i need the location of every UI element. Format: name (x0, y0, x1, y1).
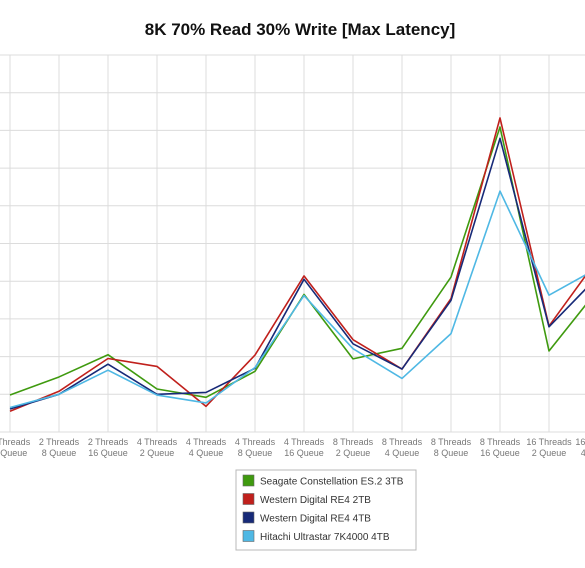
chart-legend: Seagate Constellation ES.2 3TB Western Di… (235, 469, 417, 551)
x-tick-label: 8 Threads 16 Queue (480, 437, 521, 458)
legend-swatch (242, 511, 255, 524)
x-tick-label: 16 Threads 2 Queue (526, 437, 572, 458)
series-line (9, 137, 585, 410)
legend-swatch (242, 530, 255, 542)
legend-label: Western Digital RE4 2TB (260, 495, 371, 506)
x-tick-label: 2 Threads 16 Queue (88, 437, 129, 458)
x-tick-label: 2 Threads 8 Queue (39, 437, 80, 458)
x-tick-label: 4 Threads 8 Queue (235, 437, 276, 458)
grid-layer (0, 54, 585, 433)
legend-label: Hitachi Ultrastar 7K4000 4TB (260, 532, 390, 543)
x-tick-label: 4 Threads 2 Queue (137, 437, 178, 458)
legend-label: Seagate Constellation ES.2 3TB (260, 477, 404, 488)
x-tick-label: 4 Threads 4 Queue (186, 437, 227, 458)
series-line (9, 117, 585, 413)
legend-swatch (242, 493, 255, 505)
series-line (9, 190, 585, 409)
x-tick-label: 4 Threads 16 Queue (284, 437, 325, 458)
x-tick-label: 8 Threads 2 Queue (333, 437, 374, 458)
legend-box (235, 469, 417, 551)
legend-swatch (242, 474, 255, 487)
legend-label: Western Digital RE4 4TB (260, 514, 371, 525)
series-layer (9, 117, 585, 413)
series-line (9, 126, 585, 399)
x-tick-label: 8 Threads 8 Queue (431, 437, 472, 458)
x-tick-label: 8 Threads 4 Queue (382, 437, 423, 458)
chart-title: 8K 70% Read 30% Write [Max Latency] (145, 20, 456, 39)
